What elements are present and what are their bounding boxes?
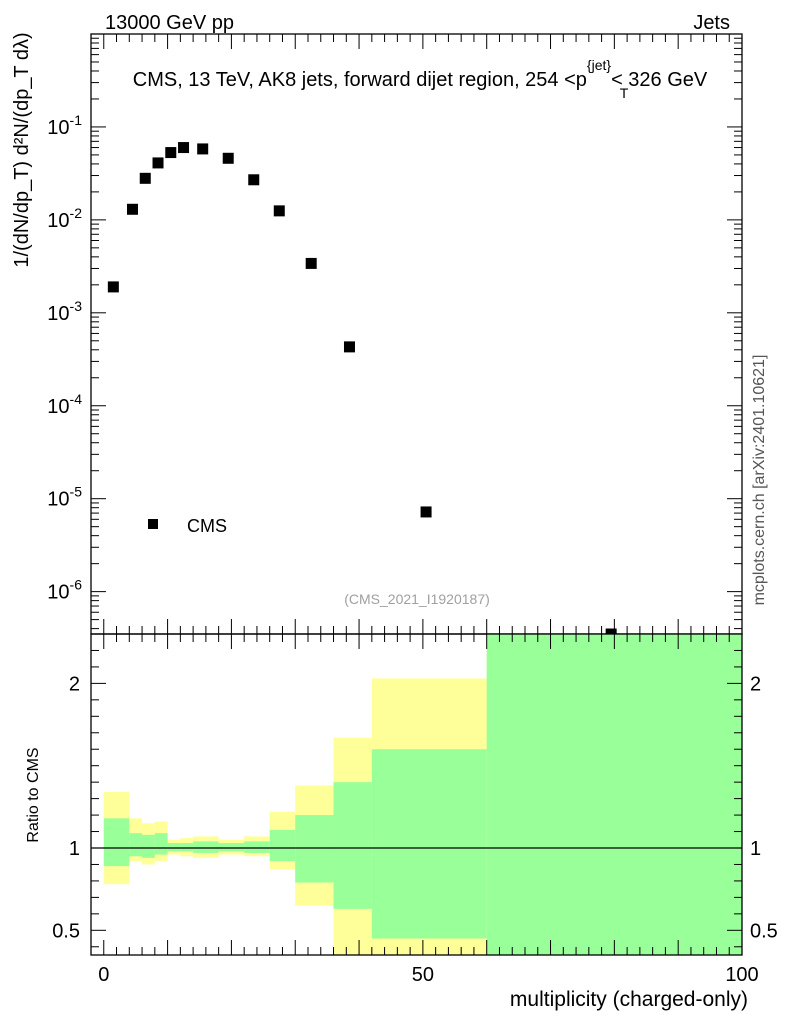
ratio-band-green — [218, 843, 245, 852]
ratio-y-tick-label-right: 2 — [750, 673, 761, 695]
main-y-axis-label: 1/(dN/dp_T) d²N/(dp_T dλ) — [11, 32, 33, 267]
ratio-bands — [91, 634, 742, 955]
ratio-band-green — [486, 634, 742, 955]
main-y-tick-label: 10-1 — [47, 112, 82, 139]
data-point — [343, 341, 355, 353]
data-point — [178, 142, 190, 154]
ratio-band-green — [333, 782, 372, 909]
main-y-tick-label: 10-2 — [47, 205, 82, 232]
data-point — [152, 157, 164, 169]
ratio-y-tick-label-left: 1 — [69, 838, 80, 860]
ratio-y-tick-label-right: 0.5 — [750, 920, 778, 942]
main-x-ticks — [103, 34, 743, 634]
ratio-band-green — [154, 833, 168, 855]
data-point — [197, 143, 209, 155]
main-frame-box — [90, 33, 743, 635]
ratio-band-green — [180, 843, 194, 852]
main-panel: 10-6 10-5 10-4 10-3 10-2 10-1 CMS, 13 TeV, AK… — [11, 32, 743, 640]
legend: CMS — [148, 516, 227, 536]
ratio-band-green — [193, 841, 219, 853]
ratio-frame — [90, 633, 743, 956]
legend-label: CMS — [187, 516, 227, 536]
ratio-y-tick-label-left: 2 — [69, 673, 80, 695]
main-title-subscript: T — [620, 85, 629, 101]
ratio-band-green — [129, 833, 143, 857]
main-frame — [90, 33, 743, 635]
data-point — [248, 174, 260, 186]
side-label: mcplots.cern.ch [arXiv:2401.10621] — [751, 355, 768, 606]
ratio-band-green — [244, 841, 270, 853]
ratio-frame-box — [90, 633, 743, 956]
data-point — [305, 257, 317, 269]
ratio-band-green — [142, 834, 155, 858]
ratio-band-green — [371, 749, 487, 939]
svg-text:1/(dN/dp_T) d²N/(dp_T dλ): 1/(dN/dp_T) d²N/(dp_T dλ) — [11, 32, 33, 267]
ratio-band-green — [295, 815, 334, 883]
main-title: CMS, 13 TeV, AK8 jets, forward dijet reg… — [133, 57, 708, 91]
ratio-band-green — [167, 843, 181, 852]
x-tick-label: 100 — [725, 964, 758, 986]
ratio-y-label: Ratio to CMS — [25, 747, 42, 842]
ratio-y-tick-label-left: 0.5 — [52, 920, 80, 942]
data-point — [107, 281, 119, 293]
ratio-band-green — [103, 818, 130, 867]
main-data-points — [107, 142, 617, 640]
main-y-tick-label: 10-6 — [47, 577, 82, 604]
main-y-tick-label: 10-3 — [47, 298, 82, 325]
data-point — [126, 203, 138, 215]
x-axis-label: multiplicity (charged-only) — [510, 988, 748, 1011]
data-point — [420, 506, 432, 518]
header-category: Jets — [693, 12, 730, 34]
header-energy: 13000 GeV pp — [105, 12, 234, 34]
main-y-ticks: 10-6 10-5 10-4 10-3 10-2 10-1 — [47, 33, 742, 630]
x-tick-label: 50 — [412, 964, 434, 986]
main-y-tick-label: 10-5 — [47, 484, 82, 511]
ratio-panel: 0 50 100 0.5 0.5 1 1 2 2 Ratio to CMS multiplici… — [25, 633, 778, 1011]
data-point — [222, 152, 234, 164]
ratio-band-green — [269, 829, 296, 862]
legend-marker — [148, 519, 158, 529]
ratio-y-tick-label-right: 1 — [750, 838, 761, 860]
data-point — [139, 172, 151, 184]
ratio-ticks: 0 50 100 0.5 0.5 1 1 2 2 — [52, 634, 778, 986]
x-tick-label: 0 — [98, 964, 109, 986]
data-point — [273, 205, 285, 217]
data-point — [165, 147, 177, 159]
main-y-tick-label: 10-4 — [47, 391, 82, 418]
analysis-watermark: (CMS_2021_I1920187) — [344, 591, 490, 607]
